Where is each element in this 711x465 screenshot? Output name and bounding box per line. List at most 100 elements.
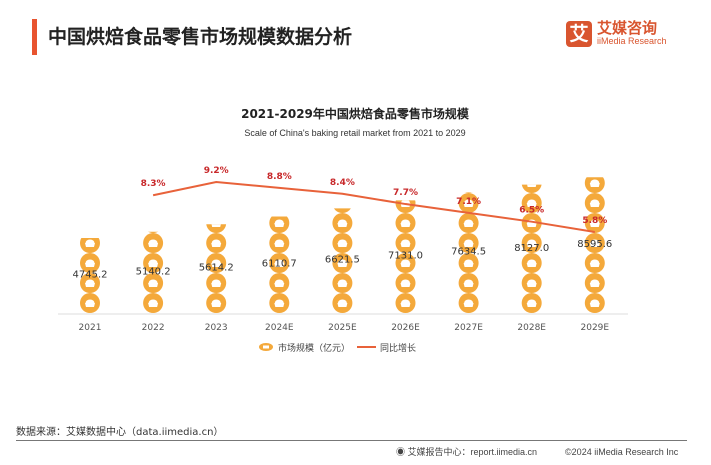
bar-value-label: 8595.6 <box>577 239 612 250</box>
x-tick-label: 2029E <box>581 323 610 333</box>
cake-shape <box>589 179 600 187</box>
bar-2025E <box>332 200 353 313</box>
cake-shape <box>589 259 600 267</box>
cake-shape <box>589 239 600 247</box>
bar-value-label: 6621.5 <box>325 255 360 266</box>
legend: 市场规模（亿元） 同比增长 <box>259 342 416 354</box>
cake-icon <box>269 193 289 213</box>
cake-shape <box>400 219 411 227</box>
cake-icon <box>80 213 100 233</box>
growth-label: 5.8% <box>582 216 607 226</box>
bar-2027E <box>458 153 479 313</box>
cake-shape <box>464 160 474 168</box>
footer: ◉ 艾媒报告中心：report.iimedia.cn ©2024 iiMedia … <box>396 445 692 458</box>
growth-label: 8.4% <box>330 178 355 188</box>
cake-shape <box>337 299 348 307</box>
legend-bar-icon-inner <box>263 345 269 349</box>
bar-value-label: 8127.0 <box>514 243 549 254</box>
growth-label: 7.1% <box>456 197 481 207</box>
cake-shape <box>85 259 95 267</box>
cake-icon <box>459 153 479 173</box>
cake-shape <box>526 279 537 287</box>
cake-shape <box>527 160 537 168</box>
cake-shape <box>211 259 222 267</box>
cake-shape <box>211 200 221 207</box>
cake-shape <box>526 259 537 267</box>
copyright: ©2024 iiMedia Research Inc <box>565 447 679 457</box>
data-source: 数据来源：艾媒数据中心（data.iimedia.cn） <box>16 427 224 438</box>
cake-shape <box>463 279 474 287</box>
x-tick-label: 2028E <box>517 323 546 333</box>
bar-value-label: 4745.2 <box>73 270 108 281</box>
cake-shape <box>400 239 411 247</box>
bar-2021 <box>80 213 100 313</box>
cake-shape <box>337 279 348 287</box>
cake-shape <box>148 200 158 207</box>
bar-value-label: 7634.5 <box>451 247 486 258</box>
cake-icon <box>148 231 158 233</box>
legend-bar-label: 市场规模（亿元） <box>278 342 350 354</box>
cake-shape <box>400 299 411 307</box>
cake-shape <box>463 199 474 207</box>
bar-2022 <box>143 193 164 313</box>
footer-divider <box>16 440 687 441</box>
x-tick-label: 2022 <box>142 323 165 333</box>
cake-shape <box>401 180 411 187</box>
x-tick-label: 2023 <box>205 323 228 333</box>
cake-shape <box>589 279 600 287</box>
cake-shape <box>337 200 347 207</box>
title-accent-bar <box>32 19 37 55</box>
growth-label: 8.8% <box>267 172 292 182</box>
cake-shape <box>85 279 95 287</box>
page-title: 中国烘焙食品零售市场规模数据分析 <box>48 26 353 48</box>
logo: 艾 艾媒咨询 iiMedia Research <box>566 20 667 47</box>
x-tick-label: 2027E <box>454 323 483 333</box>
cake-shape <box>590 160 600 168</box>
cake-shape <box>85 299 95 307</box>
cake-icon <box>143 193 163 213</box>
cake-shape <box>211 224 221 227</box>
cake-shape <box>211 279 222 287</box>
cake-shape <box>148 299 159 307</box>
cake-shape <box>589 199 600 207</box>
bar-value-label: 6110.7 <box>262 259 297 270</box>
growth-label: 6.5% <box>519 206 544 216</box>
cake-shape <box>274 219 285 227</box>
bar-2028E <box>521 153 542 313</box>
cake-shape <box>526 199 537 207</box>
growth-label: 8.3% <box>141 179 166 189</box>
cake-shape <box>148 239 159 247</box>
bar-value-label: 5140.2 <box>136 266 171 277</box>
cake-shape <box>148 220 158 228</box>
cake-icon <box>521 184 542 193</box>
legend-line-label: 同比增长 <box>380 342 416 354</box>
cake-shape <box>400 259 411 267</box>
cake-icon <box>465 192 473 193</box>
chart-subtitle: Scale of China's baking retail market fr… <box>244 128 465 138</box>
cake-shape <box>400 279 411 287</box>
cake-shape <box>464 180 474 187</box>
report-center[interactable]: ◉ 艾媒报告中心：report.iimedia.cn <box>396 447 538 457</box>
cake-shape <box>274 259 285 267</box>
cake-shape <box>589 299 600 307</box>
x-tick-label: 2026E <box>391 323 420 333</box>
x-tick-label: 2025E <box>328 323 357 333</box>
cake-shape <box>148 259 159 267</box>
cake-shape <box>274 299 285 307</box>
bar-2029E <box>584 160 605 313</box>
x-tick-label: 2021 <box>79 323 102 333</box>
cake-shape <box>463 239 474 247</box>
cake-shape <box>211 299 222 307</box>
growth-label: 7.7% <box>393 188 418 198</box>
cake-shape <box>211 239 222 247</box>
cake-shape <box>463 259 474 267</box>
cake-icon <box>206 193 226 213</box>
cake-shape <box>274 279 285 287</box>
cake-icon <box>522 153 542 173</box>
bar-2024E <box>269 193 290 313</box>
logo-en: iiMedia Research <box>597 36 667 46</box>
cake-shape <box>589 219 600 227</box>
bar-2023 <box>206 193 227 313</box>
